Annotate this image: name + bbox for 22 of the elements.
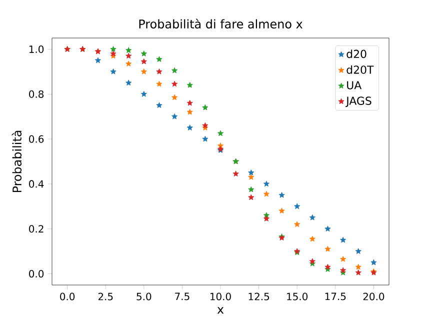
x-tick-label: 17.5 [325,292,346,300]
x-tick-label: 12.5 [248,292,270,300]
x-tick-label: 2.5 [98,292,113,300]
x-tick-label: 7.5 [175,292,190,300]
legend-label: JAGS [346,96,372,107]
y-tick-label: 0.0 [29,270,44,278]
y-tick-label: 0.4 [29,180,44,188]
x-tick-label: 10.0 [210,292,231,300]
x-tick-label: 5.0 [136,292,152,300]
legend-label: d20T [346,65,374,74]
y-tick-label: 1.0 [29,45,44,53]
x-tick-label: 20.0 [363,292,384,300]
x-tick-label: 0.0 [60,292,75,300]
y-tick-label: 0.8 [29,90,44,98]
y-tick-label: 0.6 [29,135,44,143]
y-axis-title: Probabilità [12,130,22,192]
x-tick-label: 15.0 [287,292,308,300]
x-axis-title: x [217,307,224,314]
chart-title: Probabilità di fare almeno x [139,18,302,29]
legend-label: UA [347,81,362,90]
y-tick-label: 0.2 [29,225,44,233]
legend-label: d20 [346,50,366,58]
